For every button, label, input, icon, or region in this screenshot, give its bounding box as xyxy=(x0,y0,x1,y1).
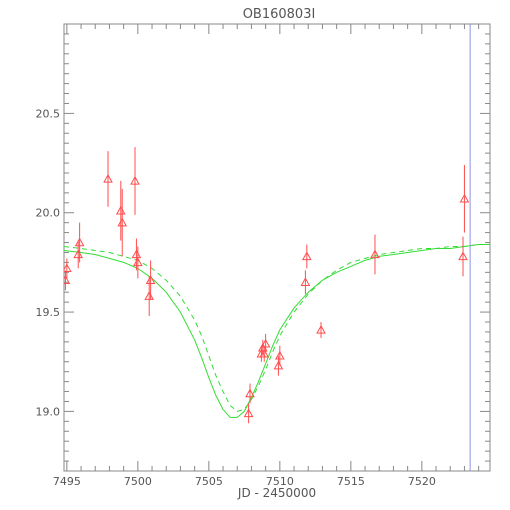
data-point xyxy=(74,222,85,263)
data-point xyxy=(145,260,156,301)
point-marker xyxy=(274,350,285,360)
point-marker xyxy=(131,249,142,259)
data-point xyxy=(131,238,142,271)
point-marker xyxy=(273,360,284,370)
x-tick-label: 7500 xyxy=(124,475,152,488)
data-point xyxy=(132,246,143,279)
data-point xyxy=(458,236,468,277)
point-marker xyxy=(74,237,85,247)
model-curves xyxy=(64,244,490,418)
point-marker xyxy=(103,173,113,183)
data-point xyxy=(103,151,113,207)
point-marker xyxy=(245,388,255,398)
x-tick-label: 7495 xyxy=(53,475,81,488)
y-tick-label: 19.5 xyxy=(36,306,61,319)
point-marker xyxy=(115,205,126,215)
model-curve-solid xyxy=(64,244,490,418)
point-marker xyxy=(243,408,254,418)
data-point xyxy=(115,180,126,241)
plot-frame xyxy=(63,23,491,472)
data-point xyxy=(144,276,155,317)
point-marker xyxy=(132,257,143,267)
data-point xyxy=(300,270,311,295)
data-point xyxy=(370,234,380,275)
point-marker xyxy=(64,275,71,284)
y-tick-label: 20.5 xyxy=(36,107,61,120)
point-marker xyxy=(144,291,155,300)
data-point xyxy=(259,345,270,362)
x-axis-label: JD - 2450000 xyxy=(237,486,316,500)
data-point xyxy=(301,244,312,269)
point-marker xyxy=(117,217,128,227)
data-point xyxy=(243,403,254,424)
point-marker xyxy=(316,324,326,334)
x-tick-label: 7515 xyxy=(337,475,365,488)
data-point xyxy=(73,240,84,269)
x-tick-label: 7510 xyxy=(266,475,294,488)
point-marker xyxy=(73,249,84,259)
point-marker xyxy=(145,275,156,284)
point-marker xyxy=(259,348,270,358)
data-point xyxy=(245,383,255,404)
x-tick-label: 7520 xyxy=(408,475,436,488)
y-tick-label: 19.0 xyxy=(36,405,61,418)
point-marker xyxy=(301,251,312,261)
chart-title: OB160803I xyxy=(243,7,316,22)
x-tick-label: 7505 xyxy=(195,475,223,488)
data-point xyxy=(274,345,285,366)
y-tick-label: 20.0 xyxy=(36,207,61,220)
data-points xyxy=(64,147,470,424)
data-point xyxy=(64,270,71,291)
data-point xyxy=(64,258,72,279)
model-curve-dashed xyxy=(64,244,490,412)
point-marker xyxy=(130,175,140,185)
point-marker xyxy=(458,251,468,261)
data-point xyxy=(117,188,128,257)
point-marker xyxy=(459,193,470,203)
data-point xyxy=(316,322,326,338)
data-point xyxy=(459,165,470,233)
point-marker xyxy=(260,338,271,348)
point-marker xyxy=(64,263,72,273)
axis-ticks: 7495 7500 7505 7510 7515 7520 19.0 19.5 20.0 20.5 xyxy=(36,24,490,488)
data-point xyxy=(130,147,140,215)
point-marker xyxy=(300,277,311,286)
data-point xyxy=(260,333,271,354)
point-marker xyxy=(370,249,380,259)
